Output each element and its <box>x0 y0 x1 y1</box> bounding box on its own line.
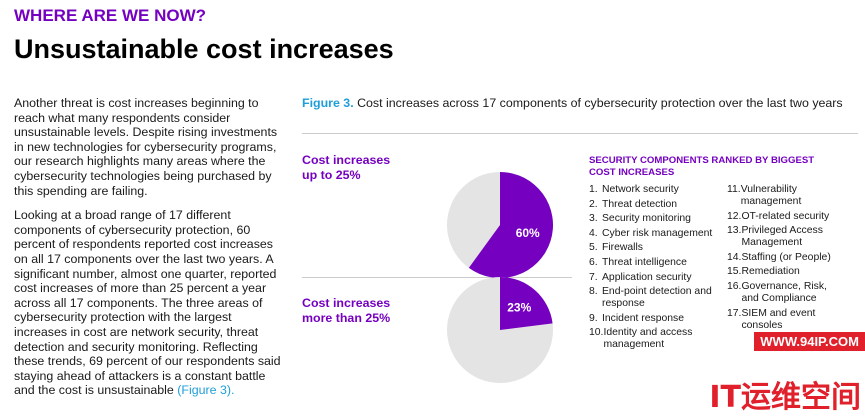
ranking-column: 1. Network security 2. Threat detection 3. Se… <box>589 184 724 354</box>
item-text: Cyber risk management <box>602 227 713 239</box>
pie-title: Cost increases up to 25% <box>302 153 391 182</box>
figure-caption: Figure 3. Cost increases across 17 compo… <box>302 96 843 110</box>
caption-text: Cost increases across 17 components of c… <box>357 96 843 110</box>
pie-value-label: 60% <box>516 226 540 240</box>
ranking-item: 1. Network security <box>589 184 724 196</box>
item-number: 17. <box>727 307 742 319</box>
item-number: 16. <box>727 280 742 292</box>
ranking-item: 7. Application security <box>589 272 724 284</box>
ranking-item: 2. Threat detection <box>589 199 724 211</box>
ranking-title: SECURITY COMPONENTS RANKED BY BIGGEST CO… <box>589 155 815 178</box>
item-number: 7. <box>589 271 598 283</box>
watermark-url: WWW.94IP.COM <box>754 332 865 351</box>
item-number: 2. <box>589 198 598 210</box>
divider <box>302 133 858 134</box>
ranking-item: 17. SIEM and event consoles <box>727 308 839 332</box>
item-number: 13. <box>727 225 742 237</box>
item-text: Threat intelligence <box>602 256 687 268</box>
ranking-item: 11. Vulnerability management <box>727 184 839 208</box>
item-text: Threat detection <box>602 198 678 210</box>
item-text: OT-related security <box>741 210 830 222</box>
item-text: Firewalls <box>602 242 643 254</box>
pie-value-label: 23% <box>507 300 531 314</box>
item-number: 14. <box>727 251 742 263</box>
kicker: WHERE ARE WE NOW? <box>14 6 207 25</box>
ranking-item: 3. Security monitoring <box>589 213 724 225</box>
item-number: 4. <box>589 227 598 239</box>
ranking-item: 4. Cyber risk management <box>589 228 724 240</box>
item-text: Vulnerability management <box>740 184 802 207</box>
item-text: Identity and access management <box>603 327 693 351</box>
ranking-item: 12. OT-related security <box>727 211 839 223</box>
paragraph: Another threat is cost increases beginni… <box>14 96 278 198</box>
paragraph-text: Looking at a broad range of 17 different… <box>14 208 281 398</box>
figure-label: Figure 3. <box>302 96 354 110</box>
title: Unsustainable cost increases <box>14 34 394 64</box>
item-number: 10. <box>589 327 604 339</box>
divider <box>302 277 572 278</box>
ranking-item: 6. Threat intelligence <box>589 257 724 269</box>
item-text: End-point detection and response <box>602 286 712 310</box>
item-text: Governance, Risk, and Compliance <box>741 280 827 304</box>
item-text: Network security <box>602 184 679 195</box>
item-text: Privileged Access Management <box>741 225 823 249</box>
ranking-item: 15. Remediation <box>727 266 839 278</box>
item-text: Incident response <box>602 312 685 324</box>
ranking-column: 11. Vulnerability management 12. OT-related… <box>727 184 839 334</box>
ranking-item: 10. Identity and access management <box>589 327 724 351</box>
ranking-item: 13. Privileged Access Management <box>727 225 839 249</box>
item-number: 1. <box>589 184 598 195</box>
item-text: Remediation <box>741 266 800 278</box>
item-number: 8. <box>589 286 598 298</box>
ranking-item: 14. Staffing (or People) <box>727 252 839 264</box>
item-number: 9. <box>589 312 598 324</box>
item-number: 15. <box>727 266 742 278</box>
pie-slice <box>468 172 553 278</box>
item-number: 12. <box>727 210 742 222</box>
ranking-item: 9. Incident response <box>589 313 724 325</box>
item-text: Staffing (or People) <box>741 251 831 263</box>
pie-title: Cost increases more than 25% <box>302 296 391 325</box>
item-number: 3. <box>589 213 598 225</box>
item-text: Security monitoring <box>602 213 691 225</box>
item-text: Application security <box>602 271 692 283</box>
watermark-brand: IT运维空间 <box>709 380 861 415</box>
item-number: 5. <box>589 242 598 254</box>
paragraph: Looking at a broad range of 17 different… <box>14 208 286 398</box>
body-text: Another threat is cost increases beginni… <box>14 96 286 408</box>
item-text: SIEM and event consoles <box>741 307 816 331</box>
ranking-item: 16. Governance, Risk, and Compliance <box>727 281 839 305</box>
item-number: 11. <box>727 184 741 195</box>
item-number: 6. <box>589 256 598 268</box>
ranking-item: 8. End-point detection and response <box>589 286 724 310</box>
pie-slice <box>500 277 553 330</box>
ranking-item: 5. Firewalls <box>589 242 724 254</box>
figure-link[interactable]: (Figure 3). <box>177 383 235 398</box>
